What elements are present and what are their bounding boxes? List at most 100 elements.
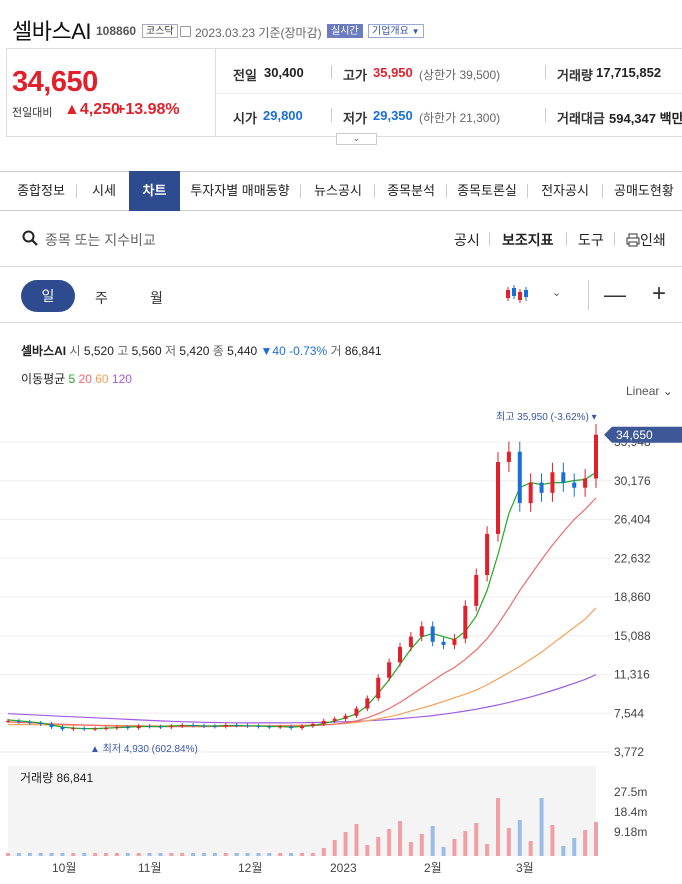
volume-bar [49,853,54,856]
tools-button[interactable]: 도구 [578,232,604,248]
realtime-button[interactable]: 실시간 [327,24,363,38]
candlestick-icon[interactable] [505,283,531,305]
volume-bar [234,853,239,856]
ma20-line [7,497,597,728]
volume-bar [256,853,261,856]
search-icon[interactable] [22,230,38,246]
volume-bar [506,828,511,856]
tab-investor-trading[interactable]: 투자자별 매매동향 [190,183,290,198]
volume-bar [191,853,196,856]
volume-bar [125,853,130,856]
low-value: 29,350 [373,108,413,123]
tab-chart[interactable]: 차트 [129,171,180,211]
high-value: 35,950 [373,65,413,80]
high-label: 고가 [343,68,367,83]
tab-summary[interactable]: 종합정보 [17,183,65,198]
y-tick-label: 11,316 [614,668,650,682]
candle-body [6,720,10,722]
stock-name: 셀바스AI [12,19,92,44]
company-overview-dropdown[interactable]: 기업개요 ▼ [368,24,424,38]
candle-body [496,462,500,534]
close-label: 종 [212,344,224,358]
y-tick-label: 15,088 [614,629,651,643]
volume-bar [376,837,381,856]
ma120-line [7,674,597,724]
volume-bar [278,853,283,856]
current-price-text: 34,650 [616,428,653,442]
tab-discussion[interactable]: 종목토론실 [457,183,517,198]
divider [0,322,682,323]
printer-icon [626,233,640,247]
period-month-button[interactable]: 월 [150,290,163,306]
moving-average-legend[interactable]: 이동평균 5 20 60 120 [21,370,132,387]
volume-bar [419,834,424,856]
candle-body [594,434,598,479]
chevron-down-icon[interactable]: ⌄ [552,287,562,299]
candle-body [452,638,457,645]
print-button[interactable]: 인쇄 [626,230,666,250]
divider [0,266,682,267]
chart-stock-name: 셀바스AI [21,344,67,358]
tab-e-disclosure[interactable]: 전자공시 [541,183,589,198]
volume-bar [332,840,337,856]
expand-toggle-button[interactable]: ⌄ [336,133,377,145]
chevron-down-icon: ▼ [411,27,420,36]
ma60-label: 60 [95,372,109,386]
tab-news[interactable]: 뉴스공시 [314,183,362,198]
volume-tick-label: 9.18m [614,825,647,839]
open-label: 시 [69,344,81,358]
volume-bar [93,853,98,856]
candle-body [332,718,337,721]
tab-quotes[interactable]: 시세 [92,183,116,198]
x-tick-label: 10월 [52,861,76,875]
volume-label: 거래량 [557,68,593,83]
disclosure-button[interactable]: 공시 [454,232,480,248]
volume-bar [27,853,32,856]
candle-body [387,662,392,678]
chevron-down-icon: ⌄ [662,384,673,398]
candle-body [300,726,304,729]
candle-body [147,726,152,728]
volume-bar [71,853,76,856]
period-week-button[interactable]: 주 [95,290,108,306]
candle-body [93,728,98,730]
volume-bar [180,853,185,856]
candle-body [572,482,577,488]
amount-label: 거래대금 [557,111,605,126]
divider [588,280,589,310]
divider [489,232,490,246]
volume-bar [245,853,250,856]
divider [566,232,567,246]
volume-bar [310,853,315,856]
zoom-out-button[interactable]: — [604,282,626,307]
divider [215,49,216,136]
close-value: 5,440 [227,344,258,358]
zoom-in-button[interactable]: + [652,280,667,307]
volume-bar [212,853,217,856]
volume-bar [136,853,141,856]
x-tick-label: 3월 [516,861,534,875]
volume-tick-label: 27.5m [614,785,647,799]
tab-short-selling[interactable]: 공매도현황 [614,183,674,198]
y-tick-label: 3,772 [614,745,644,759]
candle-body [463,605,468,639]
volume-bar [343,832,348,856]
scale-dropdown[interactable]: Linear ⌄ [626,384,673,398]
volume-bar [441,847,446,856]
volume-bar [583,830,588,856]
period-day-button[interactable]: 일 [21,280,75,312]
candle-body [202,725,206,727]
compare-search-input[interactable]: 종목 또는 지수비교 [45,232,156,248]
volume-bar [289,853,294,856]
tab-analysis[interactable]: 종목분석 [387,183,435,198]
volume-bar [267,853,272,856]
indicators-button[interactable]: 보조지표 [502,232,554,248]
candle-body [27,721,32,723]
price-chart[interactable]: 3,772 7,544 11,316 15,088 18,860 22,632 26,404… [0,400,682,884]
low-value: 5,420 [179,344,210,358]
high-label: 고 [117,344,129,358]
candle-body [528,482,533,504]
candle-body [485,533,490,576]
candle-body [408,636,413,647]
volume-bar [398,821,402,856]
